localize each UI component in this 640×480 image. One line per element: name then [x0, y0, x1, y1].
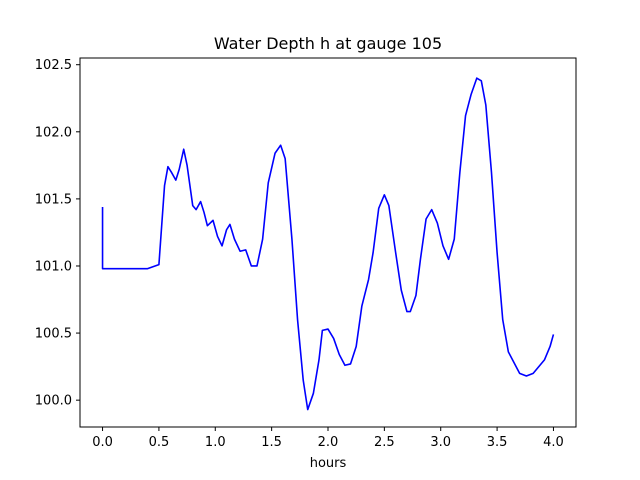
x-tick-label: 2.5 — [374, 435, 395, 450]
y-tick-label: 100.5 — [35, 327, 72, 342]
x-tick-label: 2.0 — [318, 435, 339, 450]
series-layer — [101, 77, 555, 411]
y-tick-label: 101.5 — [35, 192, 72, 207]
chart-title: Water Depth h at gauge 105 — [214, 34, 442, 53]
x-tick-label: 3.5 — [487, 435, 508, 450]
x-axis: 0.0 0.5 1.0 1.5 2.0 2.5 3.0 3.5 4.0 — [92, 427, 564, 450]
x-axis-label: hours — [310, 456, 347, 471]
y-axis: 100.0 100.5 101.0 101.5 102.0 102.5 — [35, 58, 80, 409]
x-tick-label: 3.0 — [430, 435, 451, 450]
y-tick-label: 102.5 — [35, 58, 72, 73]
x-tick-label: 0.5 — [149, 435, 170, 450]
x-tick-label: 4.0 — [543, 435, 564, 450]
x-tick-label: 1.0 — [205, 435, 226, 450]
y-tick-label: 102.0 — [35, 125, 72, 140]
x-tick-label: 1.5 — [261, 435, 282, 450]
x-tick-label: 0.0 — [92, 435, 113, 450]
y-tick-label: 100.0 — [35, 394, 72, 409]
series-line — [101, 77, 555, 411]
y-tick-label: 101.0 — [35, 259, 72, 274]
